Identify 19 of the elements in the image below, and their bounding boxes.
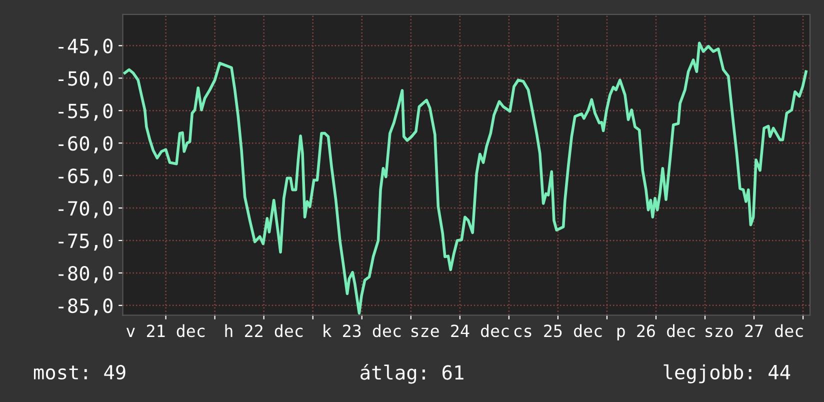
- y-tick-label: -75,0: [58, 233, 112, 251]
- x-tick-label: v 21 dec: [126, 324, 205, 338]
- y-tick-label: -70,0: [58, 201, 112, 218]
- text: legjobb: 44: [664, 364, 790, 384]
- text: átlag: 61: [360, 364, 464, 384]
- x-tick-label: sze 24 dec: [411, 324, 509, 338]
- x-tick-label: h 22 dec: [225, 324, 303, 338]
- y-tick-label: -85,0: [58, 298, 112, 316]
- y-tick-label: -65,0: [58, 168, 112, 186]
- y-tick-label: -50,0: [58, 71, 112, 88]
- x-tick-label: szo 27 dec: [706, 324, 803, 338]
- x-tick-label: k 23 dec: [324, 324, 401, 338]
- y-tick-label: -60,0: [58, 136, 112, 154]
- y-tick-label: -55,0: [58, 104, 112, 121]
- text: most: 49: [34, 364, 126, 380]
- y-tick-label: -45,0: [58, 38, 112, 56]
- x-tick-label: p 26 dec: [617, 324, 695, 340]
- x-tick-label: cs 25 dec: [514, 324, 602, 338]
- y-tick-label: -80,0: [58, 266, 112, 284]
